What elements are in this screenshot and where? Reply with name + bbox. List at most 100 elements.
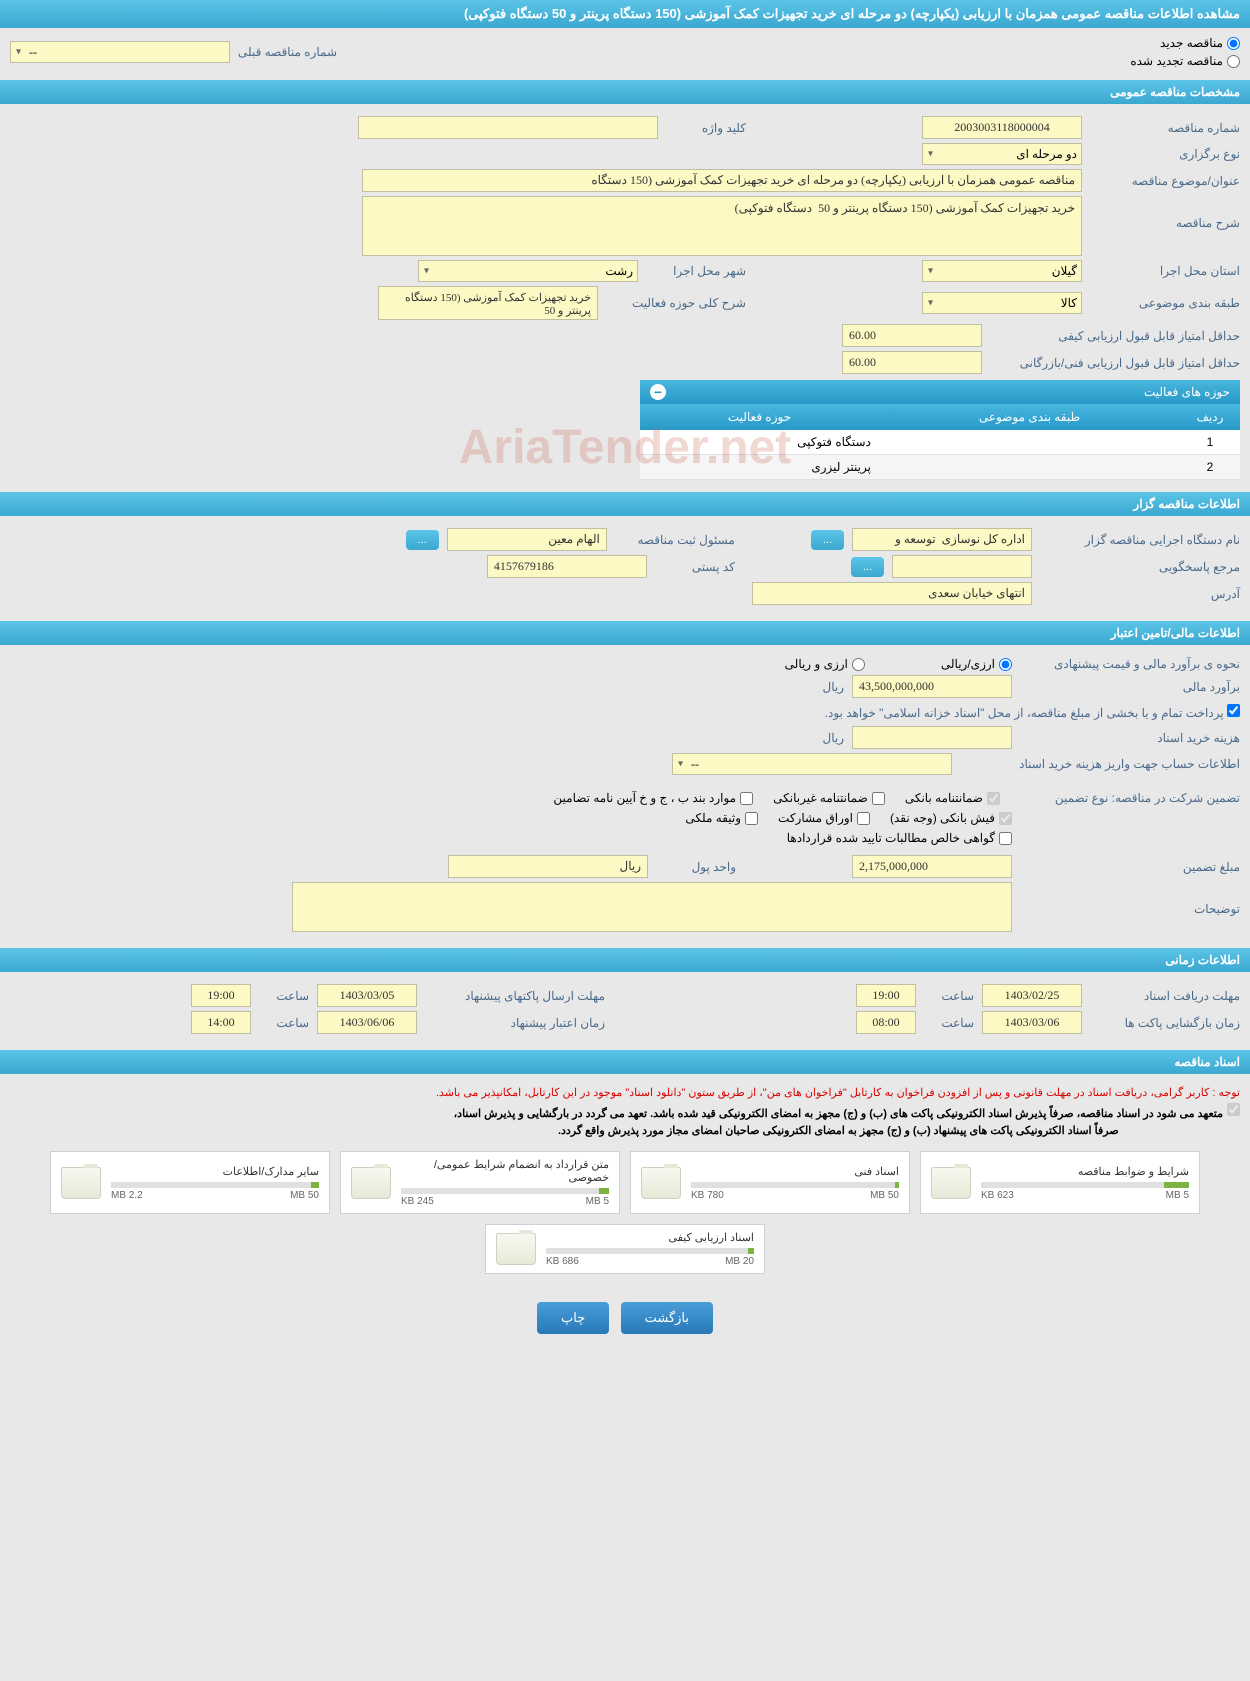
responder-input[interactable] xyxy=(892,555,1032,578)
section-documents-header: اسناد مناقصه xyxy=(0,1050,1250,1074)
radio-new-label: مناقصه جدید xyxy=(1160,36,1223,50)
open-time-input[interactable] xyxy=(856,1011,916,1034)
section-general-header: مشخصات مناقصه عمومی xyxy=(0,80,1250,104)
payment-note: پرداخت تمام و یا بخشی از مبلغ مناقصه، از… xyxy=(825,706,1224,720)
estimate-input[interactable] xyxy=(852,675,1012,698)
purchase-cost-label: هزینه خرید اسناد xyxy=(1020,731,1240,745)
address-label: آدرس xyxy=(1040,587,1240,601)
radio-renewed-input[interactable] xyxy=(1227,55,1240,68)
exec-detail-button[interactable]: ... xyxy=(811,530,844,550)
receive-time-input[interactable] xyxy=(856,984,916,1007)
validity-time-input[interactable] xyxy=(191,1011,251,1034)
tender-number-label: شماره مناقصه xyxy=(1090,121,1240,135)
file-card[interactable]: اسناد فنی 50 MB780 KB xyxy=(630,1151,910,1214)
folder-icon xyxy=(351,1167,391,1199)
cb-bank-guarantee[interactable]: ضمانتنامه بانکی xyxy=(905,791,1000,805)
category-label: طبقه بندی موضوعی xyxy=(1090,296,1240,310)
tender-number-input[interactable] xyxy=(922,116,1082,139)
validity-date-input[interactable] xyxy=(317,1011,417,1034)
radio-new-tender[interactable]: مناقصه جدید xyxy=(1130,36,1240,50)
estimate-unit: ریال xyxy=(822,680,844,694)
section-organizer-header: اطلاعات مناقصه گزار xyxy=(0,492,1250,516)
postal-label: کد پستی xyxy=(655,560,735,574)
min-tech-input[interactable] xyxy=(842,351,982,374)
min-quality-label: حداقل امتیاز قابل قبول ارزیابی کیفی xyxy=(990,329,1240,343)
remarks-label: توضیحات xyxy=(1020,882,1240,916)
folder-icon xyxy=(496,1233,536,1265)
submit-date-input[interactable] xyxy=(317,984,417,1007)
guarantee-header-label: تضمین شرکت در مناقصه: نوع تضمین xyxy=(1020,791,1240,805)
holding-type-select[interactable]: دو مرحله ای xyxy=(922,143,1082,165)
file-card[interactable]: شرایط و ضوابط مناقصه 5 MB623 KB xyxy=(920,1151,1200,1214)
account-select[interactable]: -- xyxy=(672,753,952,775)
activities-table: ردیف طبقه بندی موضوعی حوزه فعالیت 1 دستگ… xyxy=(640,404,1240,480)
col-category: طبقه بندی موضوعی xyxy=(879,404,1180,430)
radio-new-input[interactable] xyxy=(1227,37,1240,50)
address-input[interactable] xyxy=(752,582,1032,605)
city-select[interactable]: رشت xyxy=(418,260,638,282)
folder-icon xyxy=(931,1167,971,1199)
cb-other[interactable]: موارد بند ب ، ج و خ آیین نامه تضامین xyxy=(553,791,753,805)
city-label: شهر محل اجرا xyxy=(646,264,746,278)
file-card[interactable]: متن قرارداد به انضمام شرایط عمومی/خصوصی … xyxy=(340,1151,620,1214)
keyword-label: کلید واژه xyxy=(666,121,746,135)
organizer-section: نام دستگاه اجرایی مناقصه گزار ... مسئول … xyxy=(0,516,1250,617)
radio-rial[interactable]: ارزی/ریالی xyxy=(941,657,1012,671)
timing-section: مهلت دریافت اسناد ساعت زمان بازگشایی پاک… xyxy=(0,972,1250,1046)
submit-label: مهلت ارسال پاکتهای پیشنهاد xyxy=(425,989,605,1003)
exec-input[interactable] xyxy=(852,528,1032,551)
prev-number-select[interactable]: -- xyxy=(10,41,230,63)
validity-label: زمان اعتبار پیشنهاد xyxy=(425,1016,605,1030)
open-label: زمان بازگشایی پاکت ها xyxy=(1090,1016,1240,1030)
financial-section: نحوه ی برآورد مالی و قیمت پیشنهادی ارزی/… xyxy=(0,645,1250,944)
guarantee-amount-input[interactable] xyxy=(852,855,1012,878)
cb-participation[interactable]: اوراق مشارکت xyxy=(778,811,870,825)
keyword-input[interactable] xyxy=(358,116,658,139)
table-row: 2 پرینتر لیزری xyxy=(640,455,1240,480)
file-card[interactable]: اسناد ارزیابی کیفی 20 MB686 KB xyxy=(485,1224,765,1274)
province-select[interactable]: گیلان xyxy=(922,260,1082,282)
currency-input[interactable] xyxy=(448,855,648,878)
prev-number-label: شماره مناقصه قبلی xyxy=(238,45,337,59)
currency-label: واحد پول xyxy=(656,860,736,874)
min-tech-label: حداقل امتیاز قابل قبول ارزیابی فنی/بازرگ… xyxy=(990,356,1240,370)
description-label: شرح مناقصه xyxy=(1090,196,1240,230)
back-button[interactable]: بازگشت xyxy=(621,1302,713,1334)
responsible-label: مسئول ثبت مناقصه xyxy=(615,533,735,547)
scope-desc-textarea[interactable] xyxy=(378,286,598,320)
documents-warning: توجه : کاربر گرامی، دریافت اسناد در مهلت… xyxy=(10,1086,1240,1099)
radio-currency[interactable]: ارزی و ریالی xyxy=(785,657,865,671)
file-card[interactable]: سایر مدارک/اطلاعات 50 MB2.2 MB xyxy=(50,1151,330,1214)
open-date-input[interactable] xyxy=(982,1011,1082,1034)
cb-property[interactable]: وثیقه ملکی xyxy=(685,811,758,825)
category-select[interactable]: کالا xyxy=(922,292,1082,314)
description-textarea[interactable] xyxy=(362,196,1082,256)
folder-icon xyxy=(61,1167,101,1199)
responder-detail-button[interactable]: ... xyxy=(851,557,884,577)
activities-panel: حوزه های فعالیت − ردیف طبقه بندی موضوعی … xyxy=(640,380,1240,480)
subject-input[interactable] xyxy=(362,169,1082,192)
subject-label: عنوان/موضوع مناقصه xyxy=(1090,174,1240,188)
holding-type-label: نوع برگزاری xyxy=(1090,147,1240,161)
exec-label: نام دستگاه اجرایی مناقصه گزار xyxy=(1040,533,1240,547)
responsible-detail-button[interactable]: ... xyxy=(406,530,439,550)
commit-note2: صرفاً اسناد الکترونیکی پاکت های پیشنهاد … xyxy=(454,1124,1223,1137)
postal-input[interactable] xyxy=(487,555,647,578)
submit-time-input[interactable] xyxy=(191,984,251,1007)
cb-receipt[interactable]: فیش بانکی (وجه نقد) xyxy=(890,811,1012,825)
table-row: 1 دستگاه فتوکپی xyxy=(640,430,1240,455)
collapse-icon[interactable]: − xyxy=(650,384,666,400)
responder-label: مرجع پاسخگویی xyxy=(1040,560,1240,574)
min-quality-input[interactable] xyxy=(842,324,982,347)
purchase-cost-input[interactable] xyxy=(852,726,1012,749)
cb-contract-claims[interactable]: گواهی خالص مطالبات تایید شده قراردادها xyxy=(787,831,1012,845)
receive-date-input[interactable] xyxy=(982,984,1082,1007)
cb-nonbank[interactable]: ضمانتنامه غیربانکی xyxy=(773,791,885,805)
col-row: ردیف xyxy=(1180,404,1240,430)
payment-checkbox[interactable] xyxy=(1227,704,1240,717)
account-label: اطلاعات حساب جهت واریز هزینه خرید اسناد xyxy=(960,757,1240,771)
remarks-textarea[interactable] xyxy=(292,882,1012,932)
radio-renewed-tender[interactable]: مناقصه تجدید شده xyxy=(1130,54,1240,68)
print-button[interactable]: چاپ xyxy=(537,1302,609,1334)
responsible-input[interactable] xyxy=(447,528,607,551)
